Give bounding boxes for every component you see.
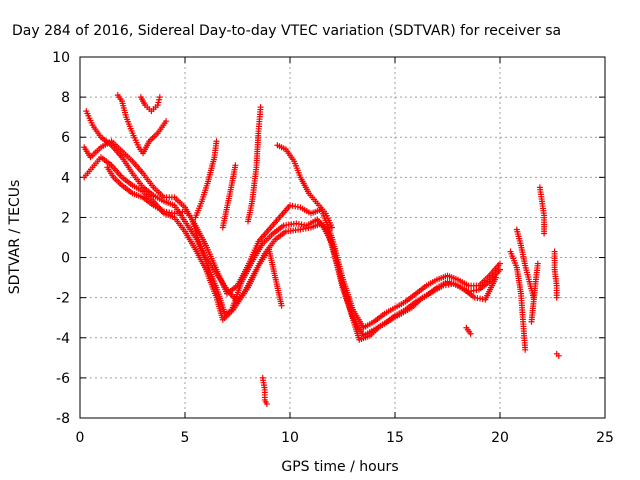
series-arc-2 (81, 138, 503, 331)
y-tick-label: -6 (56, 371, 70, 387)
series-arc-9 (245, 104, 264, 225)
y-tick-label: 6 (61, 130, 70, 146)
y-tick-label: 8 (61, 90, 70, 106)
x-tick-label: 0 (76, 430, 85, 446)
x-tick-label: 15 (386, 430, 404, 446)
plot-frame (79, 56, 606, 419)
y-tick-label: 10 (52, 50, 70, 66)
y-tick-label: 4 (61, 170, 70, 186)
x-tick-label: 25 (596, 430, 614, 446)
series-arc-12 (463, 324, 474, 337)
y-tick-label: -8 (56, 411, 70, 427)
x-axis-ticks: 0 5 10 15 20 25 (76, 57, 614, 446)
data-point (541, 230, 548, 237)
data-point (492, 274, 499, 281)
x-tick-label: 20 (491, 430, 509, 446)
x-tick-label: 5 (181, 430, 190, 446)
data-point (497, 260, 503, 267)
data-point (232, 162, 239, 169)
y-axis-label: SDTVAR / TECUs (7, 180, 23, 295)
series-arc-7 (192, 138, 220, 221)
data-point (156, 94, 163, 101)
series-arc-14 (513, 226, 537, 301)
x-axis-label: GPS time / hours (281, 459, 398, 475)
data-point (555, 352, 562, 359)
series-arc-8 (219, 162, 239, 231)
data-point (522, 346, 529, 353)
series-arc-18 (553, 350, 562, 359)
y-tick-label: 0 (61, 251, 70, 267)
series-arc-6 (137, 94, 163, 115)
series-arc-10 (274, 142, 335, 231)
x-tick-label: 10 (281, 430, 299, 446)
data-point (534, 260, 541, 267)
series-arc-11 (259, 374, 270, 407)
data-point (257, 104, 264, 111)
data-point-interp (155, 99, 162, 106)
y-tick-label: -4 (56, 331, 70, 347)
data-point (263, 400, 270, 407)
data-point (329, 224, 335, 231)
series-arc-17 (551, 248, 560, 301)
data-points (81, 92, 562, 407)
data-point (467, 330, 474, 337)
data-point-interp (156, 96, 163, 103)
chart-title: Day 284 of 2016, Sidereal Day-to-day VTE… (12, 23, 561, 39)
series-arc-5 (114, 92, 170, 157)
y-tick-label: 2 (61, 210, 70, 226)
series-arc-15 (528, 260, 541, 325)
series-arc-4 (104, 164, 285, 309)
data-point (213, 138, 220, 145)
y-axis-ticks: -8 -6 -4 -2 0 2 4 6 8 10 (52, 50, 605, 427)
series-arc-13 (507, 248, 529, 353)
data-point (154, 102, 161, 109)
grid-lines (80, 57, 605, 418)
series-arc-16 (536, 184, 548, 237)
data-point (278, 302, 285, 309)
data-point (553, 294, 560, 301)
series-arc-3 (81, 154, 499, 343)
data-point (163, 118, 170, 125)
y-tick-label: -2 (56, 291, 70, 307)
